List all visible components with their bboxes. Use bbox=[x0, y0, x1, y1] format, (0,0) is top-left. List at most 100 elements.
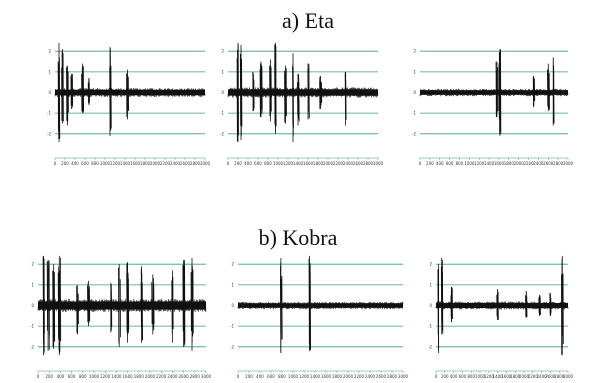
chart-b3: 210-1-20 200 400 600 800 10001200140016001800… bbox=[428, 255, 574, 379]
chart-b1: 2 1 0 -1 -2 0 200 400 600 800 1000 1200 1400 1600 1800… bbox=[30, 255, 212, 379]
x-tick-label: 600 bbox=[68, 374, 76, 379]
y-tick-label: -1 bbox=[428, 324, 432, 329]
signal-spike bbox=[498, 49, 502, 136]
x-tick-label: 1600 bbox=[321, 374, 332, 379]
y-tick-label: 0 bbox=[429, 303, 432, 308]
y-tick-label: 2 bbox=[31, 262, 34, 267]
chart-b2: 2 1 0 -1 -2 0 200 400 600 800 1000 1200 1400 1600 1800… bbox=[230, 255, 409, 379]
x-tick-label: 1200 bbox=[474, 161, 485, 166]
x-tick-label: 600 bbox=[267, 374, 275, 379]
y-tick-label: 2 bbox=[429, 262, 432, 267]
signal-band bbox=[38, 301, 206, 310]
x-tick-label: 3000 bbox=[373, 161, 384, 166]
x-tick-label: 2200 bbox=[156, 374, 167, 379]
signal-spike bbox=[46, 260, 50, 351]
y-tick-label: -2 bbox=[220, 131, 224, 136]
x-tick-label: 1800 bbox=[504, 161, 515, 166]
x-tick-label: 1800 bbox=[313, 161, 324, 166]
signal-spike bbox=[552, 57, 555, 126]
y-tick-label: -1 bbox=[412, 111, 416, 116]
x-tick-label: 2200 bbox=[160, 161, 171, 166]
x-tick-label: 2200 bbox=[523, 161, 534, 166]
signal-spike bbox=[274, 42, 277, 134]
x-tick-label: 1200 bbox=[100, 374, 111, 379]
x-tick-label: 600 bbox=[459, 374, 467, 379]
x-tick-label: 0 bbox=[419, 161, 422, 166]
signal-spike bbox=[259, 61, 263, 118]
x-tick-label: 3000 bbox=[563, 374, 574, 379]
y-tick-label: 1 bbox=[48, 69, 51, 74]
x-tick-label: 2800 bbox=[363, 161, 374, 166]
x-tick-label: 1000 bbox=[475, 374, 486, 379]
x-tick-label: 400 bbox=[244, 161, 252, 166]
x-tick-label: 2000 bbox=[323, 161, 334, 166]
y-tick-label: 1 bbox=[429, 282, 432, 287]
x-tick-label: 400 bbox=[256, 374, 264, 379]
x-tick-label: 2000 bbox=[519, 374, 530, 379]
x-tick-label: 800 bbox=[264, 161, 272, 166]
x-tick-label: 1200 bbox=[110, 161, 121, 166]
signal-spike bbox=[118, 264, 121, 347]
y-tick-label: 0 bbox=[31, 303, 34, 308]
chart-a1: 2 1 0 -1 -2 0 200 400 600 800 1000 1200 1400 1600 1800… bbox=[47, 42, 211, 166]
x-tick-label: 2600 bbox=[179, 374, 190, 379]
signal-spike bbox=[126, 69, 130, 120]
x-tick-label: 1800 bbox=[140, 161, 151, 166]
signal-spike bbox=[437, 264, 440, 353]
x-tick-label: 2200 bbox=[528, 374, 539, 379]
x-tick-label: 3000 bbox=[201, 374, 212, 379]
x-tick-label: 1400 bbox=[310, 374, 321, 379]
x-tick-label: 0 bbox=[37, 374, 40, 379]
signal-spike bbox=[66, 65, 69, 126]
x-tick-label: 1600 bbox=[123, 374, 134, 379]
x-tick-label: 2600 bbox=[543, 161, 554, 166]
signal-spike bbox=[110, 282, 113, 333]
x-tick-label: 200 bbox=[426, 161, 434, 166]
x-tick-label: 2200 bbox=[333, 161, 344, 166]
signal-spike bbox=[547, 63, 550, 112]
signal-spike bbox=[496, 288, 499, 320]
x-tick-label: 2800 bbox=[554, 374, 565, 379]
y-tick-label: -2 bbox=[428, 344, 432, 349]
signal-spike bbox=[109, 47, 112, 136]
x-tick-label: 200 bbox=[245, 374, 253, 379]
signal-spike bbox=[440, 258, 444, 335]
signal-spike bbox=[52, 264, 56, 349]
y-tick-label: -2 bbox=[30, 344, 34, 349]
x-tick-label: 0 bbox=[435, 374, 438, 379]
signal-spike bbox=[538, 295, 541, 316]
signal-spike bbox=[171, 270, 174, 343]
y-tick-label: -2 bbox=[230, 344, 234, 349]
signal-spike bbox=[450, 286, 453, 323]
x-tick-label: 2600 bbox=[545, 374, 556, 379]
x-tick-label: 3000 bbox=[398, 374, 409, 379]
x-tick-label: 2200 bbox=[354, 374, 365, 379]
x-tick-label: 1000 bbox=[100, 161, 111, 166]
signal-spike bbox=[57, 255, 62, 356]
x-tick-label: 2400 bbox=[537, 374, 548, 379]
x-tick-label: 2000 bbox=[145, 374, 156, 379]
signal-spike bbox=[549, 293, 552, 316]
y-tick-label: -2 bbox=[412, 131, 416, 136]
x-tick-label: 600 bbox=[81, 161, 89, 166]
signal-spike bbox=[81, 63, 85, 114]
signal-spike bbox=[70, 73, 74, 110]
x-tick-label: 1800 bbox=[332, 374, 343, 379]
x-tick-label: 3000 bbox=[200, 161, 211, 166]
x-tick-label: 1200 bbox=[283, 161, 294, 166]
x-tick-label: 800 bbox=[278, 374, 286, 379]
x-tick-label: 2600 bbox=[180, 161, 191, 166]
x-tick-label: 1600 bbox=[494, 161, 505, 166]
x-tick-label: 1400 bbox=[120, 161, 131, 166]
x-tick-label: 600 bbox=[254, 161, 262, 166]
x-tick-label: 2800 bbox=[190, 374, 201, 379]
y-tick-label: 0 bbox=[413, 90, 416, 95]
signal-spike bbox=[561, 255, 564, 356]
x-tick-label: 200 bbox=[45, 374, 53, 379]
signal-spike bbox=[76, 284, 79, 335]
y-tick-label: 2 bbox=[413, 49, 416, 54]
signal-spike bbox=[42, 255, 45, 356]
section-title-b: b) Kobra bbox=[259, 225, 338, 250]
y-tick-label: -1 bbox=[220, 111, 224, 116]
